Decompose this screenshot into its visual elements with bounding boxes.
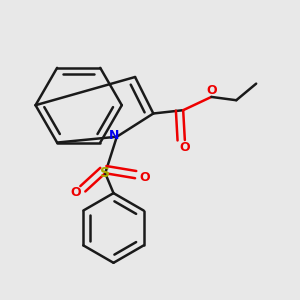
Text: O: O (206, 84, 217, 97)
Text: O: O (139, 171, 150, 184)
Text: N: N (109, 129, 119, 142)
Text: O: O (179, 141, 190, 154)
Text: S: S (100, 166, 110, 180)
Text: O: O (70, 186, 81, 199)
